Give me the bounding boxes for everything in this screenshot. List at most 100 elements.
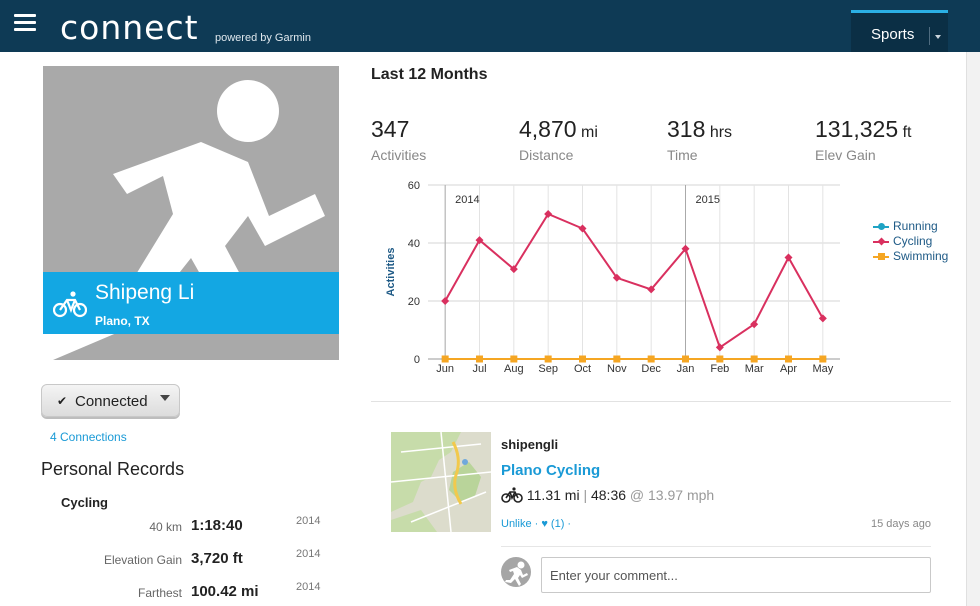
activity-duration: 48:36 [590,487,627,503]
stat-activities: 347 Activities [371,116,426,163]
brand-logo[interactable]: connect [60,8,199,47]
connections-link[interactable]: 4 Connections [50,430,127,444]
comment-input[interactable] [541,557,931,593]
x-tick-label: Feb [710,363,729,375]
data-point-cycling [475,236,484,245]
comment-divider [501,546,931,547]
stat-elev-gain: 131,325 ft Elev Gain [815,116,911,163]
data-point-cycling [612,273,621,282]
profile-name[interactable]: Shipeng Li [95,281,195,304]
activity-map-thumbnail[interactable] [391,432,491,532]
data-point-swimming [682,355,689,363]
stat-label: Time [667,147,698,163]
x-tick-label: Mar [745,363,764,375]
data-point-cycling [578,224,587,233]
record-year: 2014 [296,581,321,593]
unlike-link[interactable]: Unlike · ♥ (1) · [501,518,572,530]
checkmark-icon: ✔ [57,394,68,408]
year-marker-label: 2014 [455,194,479,206]
y-axis-label: Activities [385,248,397,297]
profile-location: Plano, TX [95,314,150,328]
section-divider [371,401,951,402]
stat-unit: hrs [709,124,733,141]
scrollbar[interactable] [966,52,980,606]
stat-distance: 4,870 mi Distance [519,116,598,163]
menu-icon[interactable] [14,14,36,32]
profile-banner: Shipeng Li Plano, TX [43,272,339,334]
activity-distance: 11.31 mi [526,487,580,503]
x-tick-label: Apr [780,363,797,375]
data-point-cycling [681,244,690,253]
activity-title-link[interactable]: Plano Cycling [501,462,601,479]
activity-stats: 11.31 mi | 48:36 @ 13.97 mph [501,487,714,503]
legend-label: Cycling [893,234,933,248]
stat-label: Distance [519,147,574,163]
record-value: 1:18:40 [191,517,243,534]
stat-time: 318 hrs Time [667,116,732,163]
record-value: 100.42 mi [191,583,259,600]
data-point-cycling [647,285,656,294]
data-point-swimming [716,355,724,363]
record-label: 40 km [149,520,182,534]
x-tick-label: Jun [436,363,454,375]
data-point-swimming [579,355,586,363]
sports-tab[interactable]: Sports [851,10,948,52]
record-label: Farthest [137,586,182,600]
x-tick-label: Nov [607,363,627,375]
profile-card: Shipeng Li Plano, TX [43,66,339,360]
stat-value: 131,325 [815,116,899,142]
brand-tagline: powered by Garmin [215,32,311,44]
stat-unit: mi [581,124,598,141]
top-navigation-bar: connect powered by Garmin Sports [0,0,980,52]
activity-user[interactable]: shipengli [501,437,559,452]
map-image [391,432,491,532]
activity-speed: @ 13.97 mph [629,487,715,503]
circle-marker-icon [878,223,885,230]
data-point-swimming [613,355,621,363]
data-point-swimming [510,355,518,363]
data-point-swimming [476,355,483,363]
activity-time-ago: 15 days ago [871,518,931,530]
record-row: 40 km 1:18:40 2014 [41,515,341,537]
activities-chart-svg: 0 20 40 60 Jun Jul Aug Sep Oct Nov Dec Jan Feb Mar Apr… [385,180,840,375]
legend-item-running[interactable]: Running [873,219,948,234]
record-year: 2014 [296,515,321,527]
square-marker-icon [878,253,885,260]
record-row: Farthest 100.42 mi 2014 [41,581,341,603]
chevron-down-icon[interactable] [160,395,170,401]
data-point-cycling [818,314,827,323]
bicycle-icon [53,291,87,318]
personal-records-heading: Personal Records [41,459,185,479]
sports-tab-label: Sports [871,26,915,43]
record-year: 2014 [296,548,321,560]
diamond-marker-icon [877,237,886,246]
data-point-swimming [750,355,758,363]
chevron-down-icon[interactable] [935,35,941,39]
y-tick-label: 0 [414,354,420,366]
year-marker-label: 2015 [696,194,720,206]
stat-value: 347 [371,116,410,142]
summary-heading: Last 12 Months [371,66,488,83]
x-tick-label: Jul [472,363,486,375]
connected-button-label: Connected [75,393,148,410]
record-row: Elevation Gain 3,720 ft 2014 [41,548,341,570]
data-point-swimming [647,355,655,363]
legend-label: Running [893,219,938,233]
stat-unit: ft [902,124,912,141]
data-point-cycling [715,343,724,352]
series-line-cycling [444,212,824,349]
y-tick-label: 60 [408,180,420,192]
data-point-swimming [819,355,827,363]
stat-label: Elev Gain [815,147,876,163]
stat-value: 318 [667,116,706,142]
x-tick-label: Oct [574,363,591,375]
sports-divider [929,27,930,45]
legend-item-cycling[interactable]: Cycling [873,234,948,249]
connected-button[interactable]: ✔ Connected [41,384,180,417]
stat-separator: | [583,487,588,503]
data-point-cycling [784,253,793,262]
x-tick-label: Aug [504,363,524,375]
legend-item-swimming[interactable]: Swimming [873,249,948,264]
record-label: Elevation Gain [103,553,182,567]
x-tick-label: Dec [641,363,661,375]
